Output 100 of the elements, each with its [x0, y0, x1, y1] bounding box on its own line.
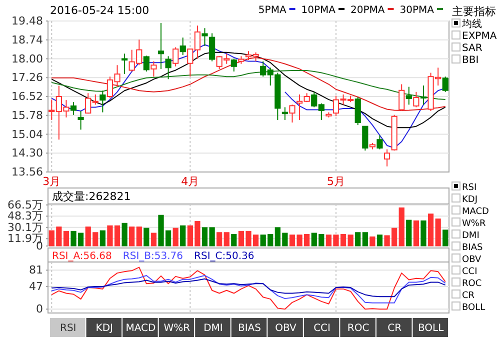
text: DMI [462, 231, 480, 241]
y-tick-label: 30.1万 [8, 220, 43, 234]
legend-label: 5PMA [258, 5, 286, 16]
text: ROC [462, 279, 482, 289]
candlestick [78, 110, 84, 130]
candlestick [158, 22, 164, 70]
text: CR [388, 323, 402, 334]
y-tick-label: 17.26 [12, 71, 43, 84]
text: BOLL [462, 303, 486, 313]
series-label: RSI_A:56.68 [52, 251, 112, 262]
text: CCI [462, 267, 478, 277]
bar [122, 222, 128, 246]
text: BBI [462, 55, 479, 66]
x-tick-label: 3月 [42, 174, 61, 188]
y-tick-label: 81 [29, 264, 43, 277]
text: 主要指标 [452, 5, 496, 18]
candlestick [202, 28, 208, 46]
x-tick-label: 5月 [326, 174, 345, 188]
candlestick [180, 37, 186, 56]
y-tick-label: 66.5万 [8, 198, 43, 212]
text: MACD [126, 323, 156, 334]
x-tick-label: 4月 [181, 174, 200, 188]
text: SAR [462, 43, 482, 54]
candlestick [354, 96, 361, 126]
candlestick [376, 134, 383, 150]
series-label: RSI_C:50.36 [194, 251, 254, 262]
legend-label: 30PMA [400, 5, 434, 16]
text: 成交量:262821 [52, 190, 131, 203]
bar [442, 230, 448, 246]
text: BOLL [418, 323, 444, 334]
y-tick-label: 0 [36, 240, 43, 253]
candlestick [143, 55, 150, 72]
text: RSI [462, 183, 477, 193]
legend-label: 20PMA [350, 5, 385, 16]
y-tick-label: 18.00 [12, 52, 43, 66]
candlestick [165, 56, 172, 80]
y-tick-label: 47 [29, 280, 43, 294]
y-tick-label: 19.48 [12, 14, 43, 28]
text: KDJ [96, 323, 114, 334]
bar [150, 232, 157, 246]
text: BIAS [462, 243, 483, 253]
y-tick-label: 14.30 [12, 146, 43, 160]
bar [129, 226, 135, 246]
candlestick [362, 126, 368, 152]
bar [370, 236, 376, 246]
candlestick [70, 102, 77, 116]
text: CR [462, 291, 475, 301]
text: RSI [60, 323, 76, 334]
text: MACD [462, 207, 490, 217]
text: W%R [164, 323, 190, 334]
candlestick [282, 106, 288, 120]
candlestick [398, 84, 405, 112]
candlestick [384, 148, 390, 167]
text: CCI [314, 323, 331, 334]
line-series [51, 274, 446, 304]
text: DMI [204, 323, 223, 334]
text: KDJ [462, 195, 478, 205]
text: ROC [347, 323, 370, 334]
candlestick [150, 60, 157, 78]
candlestick [289, 104, 296, 124]
candlestick [230, 58, 237, 72]
candlestick [122, 53, 128, 75]
y-tick-label: 16.52 [12, 90, 43, 104]
bar [231, 234, 237, 246]
candlestick [406, 86, 412, 106]
line-series [51, 266, 446, 310]
bar [362, 232, 368, 246]
bar [136, 226, 142, 246]
candlestick [442, 76, 448, 92]
line-series [51, 278, 446, 298]
bar [172, 228, 178, 246]
bar [224, 232, 230, 246]
chart-title: 2016-05-24 15:00 [50, 4, 150, 17]
y-tick-label: 15.04 [12, 128, 43, 141]
y-tick-label: 48.3万 [8, 210, 43, 223]
bar [355, 232, 361, 246]
legend-label: 10PMA [301, 5, 336, 16]
text: EXPMA [462, 31, 497, 42]
bar [376, 234, 383, 246]
text: 均线 [461, 18, 482, 30]
text: BIAS [238, 323, 261, 334]
bar [100, 230, 106, 246]
candlestick [208, 32, 216, 62]
bar [216, 232, 222, 246]
bar [406, 220, 412, 246]
y-tick-label: 18.74 [12, 33, 43, 46]
candlestick [413, 91, 420, 108]
candlestick [172, 46, 179, 67]
candlestick [100, 90, 106, 113]
bar [413, 220, 419, 246]
series-label: RSI_B:53.76 [122, 251, 184, 262]
y-tick-label: 0 [36, 302, 43, 316]
text: OBV [275, 323, 296, 334]
bar [180, 225, 186, 246]
candlestick [420, 85, 427, 106]
text: W%R [462, 219, 486, 229]
bar [144, 228, 150, 246]
text: OBV [462, 255, 482, 265]
y-tick-label: 13.56 [12, 166, 43, 179]
y-tick-label: 15.78 [12, 108, 43, 122]
